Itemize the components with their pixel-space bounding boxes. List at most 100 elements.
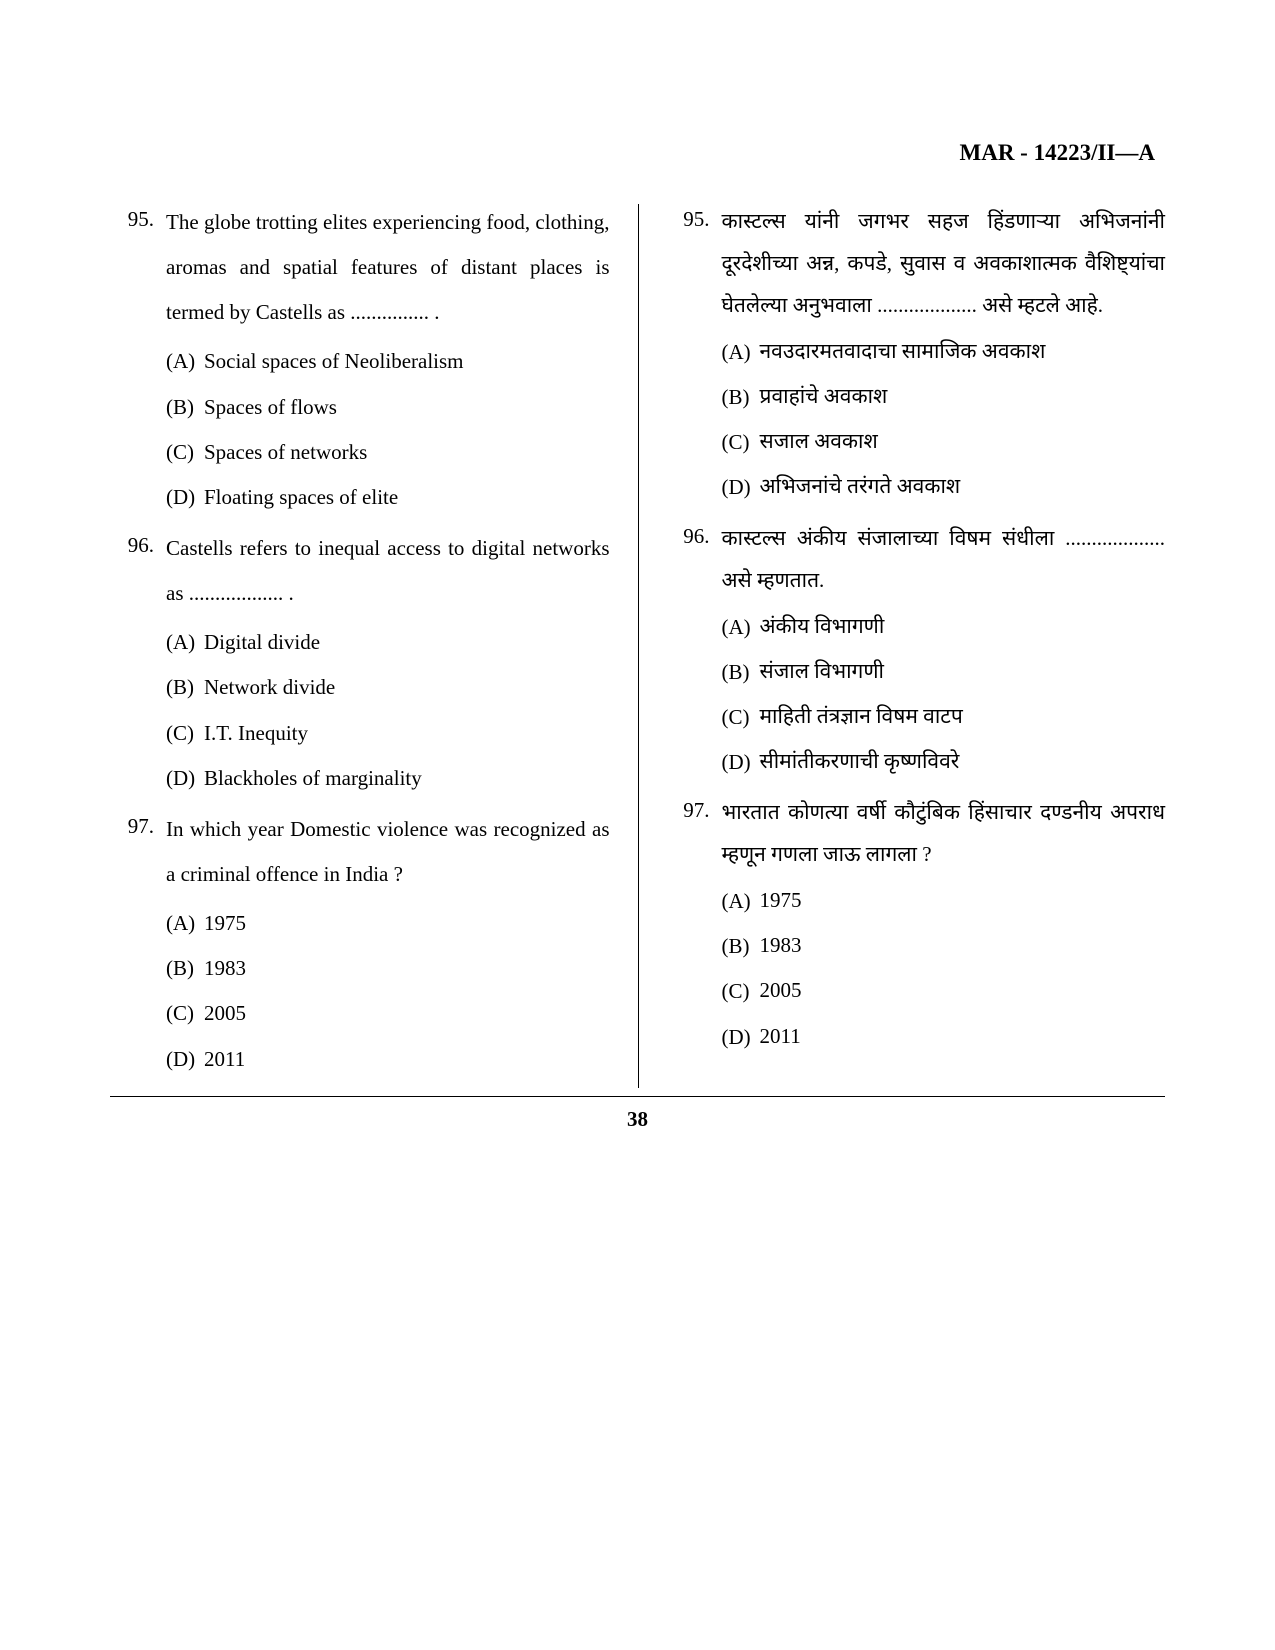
option-text: I.T. Inequity <box>204 711 610 756</box>
option-c: (C)Spaces of networks <box>166 430 610 475</box>
option-text: 2005 <box>760 969 1166 1014</box>
option-b: (B)संजाल विभागणी <box>722 650 1166 695</box>
question-95-mr: 95. कास्टल्स यांनी जगभर सहज हिंडणाऱ्या अ… <box>666 200 1166 511</box>
option-label: (C) <box>166 711 204 756</box>
option-c: (C)सजाल अवकाश <box>722 420 1166 465</box>
option-text: सीमांतीकरणाची कृष्णविवरे <box>760 740 1166 785</box>
option-label: (B) <box>722 650 760 695</box>
option-text: सजाल अवकाश <box>760 420 1166 465</box>
question-body: कास्टल्स अंकीय संजालाच्या विषम संधीला ..… <box>722 517 1166 786</box>
page-number: 38 <box>110 1107 1165 1132</box>
question-stem: कास्टल्स यांनी जगभर सहज हिंडणाऱ्या अभिजन… <box>722 200 1166 326</box>
option-d: (D)अभिजनांचे तरंगते अवकाश <box>722 465 1166 510</box>
option-text: Floating spaces of elite <box>204 475 610 520</box>
option-a: (A)अंकीय विभागणी <box>722 605 1166 650</box>
option-text: प्रवाहांचे अवकाश <box>760 375 1166 420</box>
option-label: (B) <box>166 946 204 991</box>
option-c: (C)माहिती तंत्रज्ञान विषम वाटप <box>722 695 1166 740</box>
option-label: (B) <box>166 665 204 710</box>
option-label: (A) <box>722 330 760 375</box>
option-label: (D) <box>722 740 760 785</box>
option-c: (C)2005 <box>722 969 1166 1014</box>
options-list: (A)Digital divide (B)Network divide (C)I… <box>166 620 610 801</box>
question-body: Castells refers to inequal access to dig… <box>166 526 610 801</box>
question-97-mr: 97. भारतात कोणत्या वर्षी कौटुंबिक हिंसाच… <box>666 791 1166 1060</box>
option-label: (B) <box>722 924 760 969</box>
option-text: Digital divide <box>204 620 610 665</box>
question-96-mr: 96. कास्टल्स अंकीय संजालाच्या विषम संधील… <box>666 517 1166 786</box>
option-d: (D)2011 <box>722 1015 1166 1060</box>
question-number: 95. <box>666 200 722 511</box>
option-a: (A)1975 <box>166 901 610 946</box>
option-text: Spaces of flows <box>204 385 610 430</box>
question-number: 96. <box>110 526 166 801</box>
option-text: Social spaces of Neoliberalism <box>204 339 610 384</box>
option-label: (C) <box>722 420 760 465</box>
option-d: (D)Blackholes of marginality <box>166 756 610 801</box>
question-body: कास्टल्स यांनी जगभर सहज हिंडणाऱ्या अभिजन… <box>722 200 1166 511</box>
question-body: भारतात कोणत्या वर्षी कौटुंबिक हिंसाचार द… <box>722 791 1166 1060</box>
option-label: (A) <box>722 605 760 650</box>
option-label: (D) <box>166 475 204 520</box>
option-text: Blackholes of marginality <box>204 756 610 801</box>
option-text: अंकीय विभागणी <box>760 605 1166 650</box>
option-b: (B)1983 <box>722 924 1166 969</box>
option-label: (B) <box>722 375 760 420</box>
option-text: अभिजनांचे तरंगते अवकाश <box>760 465 1166 510</box>
bottom-horizontal-rule <box>110 1096 1165 1097</box>
question-stem: In which year Domestic violence was reco… <box>166 807 610 897</box>
option-label: (D) <box>166 1037 204 1082</box>
question-number: 97. <box>110 807 166 1082</box>
option-a: (A)Digital divide <box>166 620 610 665</box>
option-b: (B)Network divide <box>166 665 610 710</box>
option-label: (A) <box>166 901 204 946</box>
option-a: (A)Social spaces of Neoliberalism <box>166 339 610 384</box>
option-label: (C) <box>166 991 204 1036</box>
option-text: Spaces of networks <box>204 430 610 475</box>
question-stem: भारतात कोणत्या वर्षी कौटुंबिक हिंसाचार द… <box>722 791 1166 875</box>
option-label: (C) <box>722 695 760 740</box>
option-label: (C) <box>722 969 760 1014</box>
option-text: 2011 <box>760 1015 1166 1060</box>
option-text: 1975 <box>760 879 1166 924</box>
option-label: (D) <box>722 465 760 510</box>
option-text: माहिती तंत्रज्ञान विषम वाटप <box>760 695 1166 740</box>
option-a: (A)1975 <box>722 879 1166 924</box>
options-list: (A)अंकीय विभागणी (B)संजाल विभागणी (C)माह… <box>722 605 1166 786</box>
option-label: (D) <box>166 756 204 801</box>
option-d: (D)2011 <box>166 1037 610 1082</box>
option-c: (C)I.T. Inequity <box>166 711 610 756</box>
question-stem: कास्टल्स अंकीय संजालाच्या विषम संधीला ..… <box>722 517 1166 601</box>
options-list: (A)नवउदारमतवादाचा सामाजिक अवकाश (B)प्रवा… <box>722 330 1166 511</box>
option-text: 1983 <box>760 924 1166 969</box>
option-d: (D)सीमांतीकरणाची कृष्णविवरे <box>722 740 1166 785</box>
question-97-en: 97. In which year Domestic violence was … <box>110 807 610 1082</box>
option-label: (A) <box>166 620 204 665</box>
question-96-en: 96. Castells refers to inequal access to… <box>110 526 610 801</box>
option-label: (B) <box>166 385 204 430</box>
left-column-english: 95. The globe trotting elites experienci… <box>110 200 638 1088</box>
question-stem: Castells refers to inequal access to dig… <box>166 526 610 616</box>
option-text: संजाल विभागणी <box>760 650 1166 695</box>
option-label: (D) <box>722 1015 760 1060</box>
question-number: 96. <box>666 517 722 786</box>
option-label: (A) <box>166 339 204 384</box>
option-b: (B)1983 <box>166 946 610 991</box>
option-label: (A) <box>722 879 760 924</box>
option-text: नवउदारमतवादाचा सामाजिक अवकाश <box>760 330 1166 375</box>
option-b: (B)Spaces of flows <box>166 385 610 430</box>
option-b: (B)प्रवाहांचे अवकाश <box>722 375 1166 420</box>
right-column-marathi: 95. कास्टल्स यांनी जगभर सहज हिंडणाऱ्या अ… <box>638 200 1166 1088</box>
question-number: 95. <box>110 200 166 520</box>
options-list: (A)Social spaces of Neoliberalism (B)Spa… <box>166 339 610 520</box>
question-stem: The globe trotting elites experiencing f… <box>166 200 610 335</box>
option-text: 1975 <box>204 901 610 946</box>
two-column-content: 95. The globe trotting elites experienci… <box>110 200 1165 1088</box>
options-list: (A)1975 (B)1983 (C)2005 (D)2011 <box>166 901 610 1082</box>
question-body: In which year Domestic violence was reco… <box>166 807 610 1082</box>
exam-page: MAR - 14223/II—A 95. The globe trotting … <box>0 0 1275 1650</box>
column-divider <box>638 204 640 1088</box>
options-list: (A)1975 (B)1983 (C)2005 (D)2011 <box>722 879 1166 1060</box>
option-label: (C) <box>166 430 204 475</box>
option-text: 2011 <box>204 1037 610 1082</box>
